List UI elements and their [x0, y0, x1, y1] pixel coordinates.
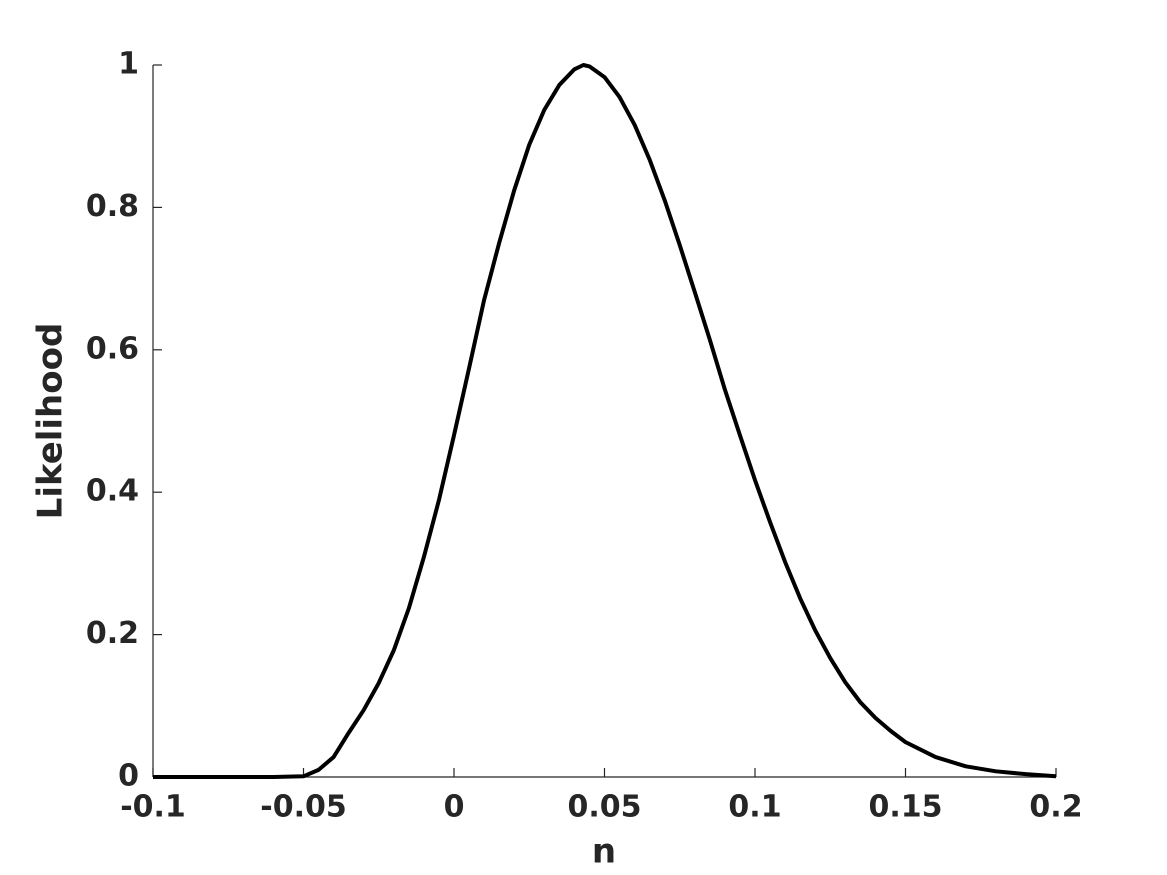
- x-tick-label: 0: [444, 790, 465, 825]
- y-tick-label: 1: [118, 47, 139, 82]
- y-tick-label: 0: [118, 759, 139, 794]
- x-axis-label: n: [592, 832, 616, 872]
- x-tick-label: -0.05: [260, 790, 346, 825]
- y-tick-label: 0.2: [86, 616, 139, 651]
- y-tick-label: 0.4: [86, 474, 139, 509]
- y-axis-label: Likelihood: [31, 323, 71, 520]
- y-tick-label: 0.8: [86, 189, 139, 224]
- x-tick-label: 0.2: [1029, 790, 1082, 825]
- x-tick-label: 0.05: [567, 790, 641, 825]
- line: [153, 63, 1057, 779]
- x-tick-label: 0.15: [868, 790, 942, 825]
- x-tick-label: 0.1: [728, 790, 781, 825]
- x-tick-label: -0.1: [120, 790, 186, 825]
- y-tick-label: 0.6: [86, 331, 139, 366]
